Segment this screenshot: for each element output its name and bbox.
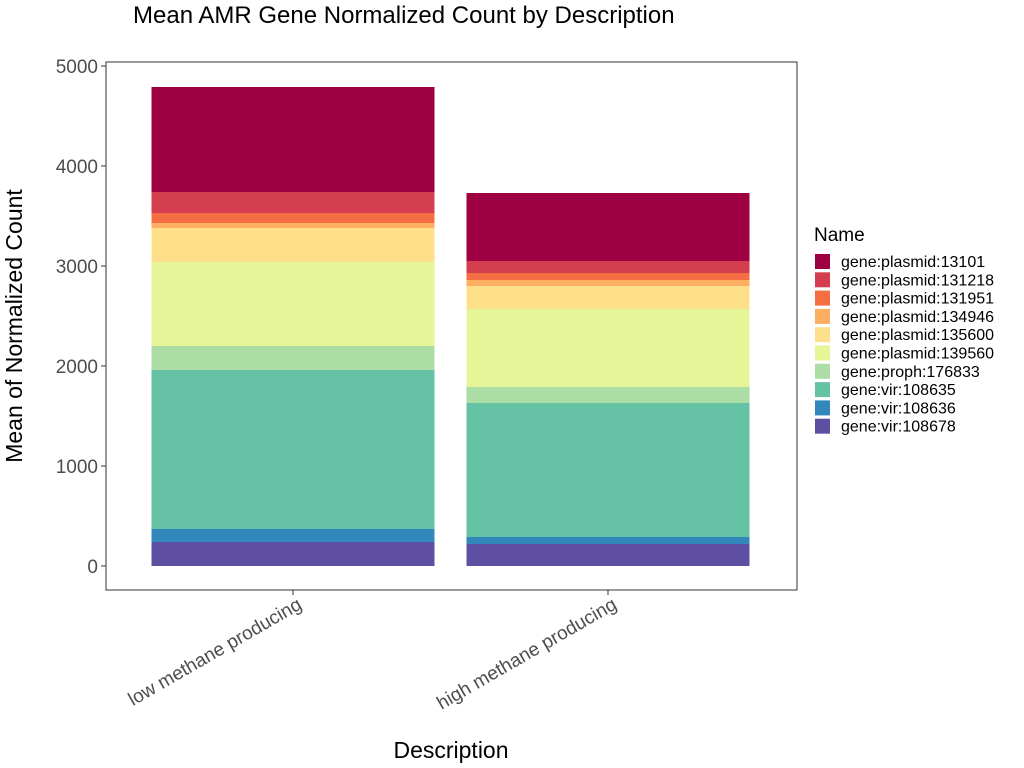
chart-title: Mean AMR Gene Normalized Count by Descri…	[133, 2, 675, 29]
legend-title: Name	[814, 225, 865, 246]
x-axis: low methane producing high methane produc…	[125, 590, 621, 714]
legend-label: gene:plasmid:135600	[841, 327, 994, 344]
x-axis-title: Description	[393, 737, 508, 763]
bar-segment	[466, 280, 750, 286]
y-tick-label: 4000	[56, 157, 98, 178]
bar-segment	[151, 529, 435, 542]
legend-label: gene:vir:108636	[841, 400, 956, 417]
legend-label: gene:plasmid:131218	[841, 272, 994, 289]
bar-segment	[151, 192, 435, 213]
legend-label: gene:plasmid:139560	[841, 346, 994, 363]
legend-swatch	[815, 308, 830, 324]
bar-segment	[466, 193, 750, 261]
bar-segment	[466, 273, 750, 280]
x-tick-label: low methane producing	[125, 594, 306, 710]
legend-swatch	[815, 290, 830, 306]
legend-label: gene:proph:176833	[841, 364, 980, 381]
bar-segment	[151, 262, 435, 346]
bar-segment	[466, 544, 750, 566]
legend-label: gene:plasmid:134946	[841, 309, 994, 326]
legend-swatch	[815, 418, 830, 434]
legend-swatch	[815, 272, 830, 288]
legend-swatch	[815, 254, 830, 269]
y-axis-title: Mean of Normalized Count	[1, 189, 27, 463]
bar-segment	[151, 213, 435, 223]
bar-layer	[151, 87, 750, 566]
legend-swatch	[815, 345, 830, 361]
bar-segment	[151, 346, 435, 370]
legend-swatch	[815, 327, 830, 343]
bar-segment	[466, 387, 750, 403]
legend-label: gene:vir:108678	[841, 419, 956, 436]
legend-swatch	[815, 363, 830, 379]
bar-segment	[466, 286, 750, 309]
y-tick-label: 0	[87, 557, 98, 578]
bar-segment	[151, 228, 435, 262]
y-tick-label: 2000	[56, 357, 98, 378]
bar-segment	[466, 537, 750, 544]
legend: Name gene:plasmid:13101gene:plasmid:1312…	[814, 225, 994, 436]
y-axis: 0 1000 2000 3000 4000 5000	[56, 57, 106, 578]
legend-swatch	[815, 382, 830, 398]
y-tick-label: 3000	[56, 257, 98, 278]
bar-segment	[151, 542, 435, 566]
y-tick-label: 1000	[56, 457, 98, 478]
bar-segment	[466, 261, 750, 273]
bar-segment	[151, 87, 435, 192]
bar-segment	[466, 309, 750, 387]
bar-segment	[151, 223, 435, 228]
bar-segment	[466, 403, 750, 537]
legend-label: gene:plasmid:13101	[841, 254, 985, 271]
legend-swatch	[815, 400, 830, 416]
legend-label: gene:plasmid:131951	[841, 291, 994, 308]
x-tick-label: high methane producing	[433, 594, 620, 714]
bar-segment	[151, 370, 435, 529]
legend-label: gene:vir:108635	[841, 382, 956, 399]
y-tick-label: 5000	[56, 57, 98, 78]
